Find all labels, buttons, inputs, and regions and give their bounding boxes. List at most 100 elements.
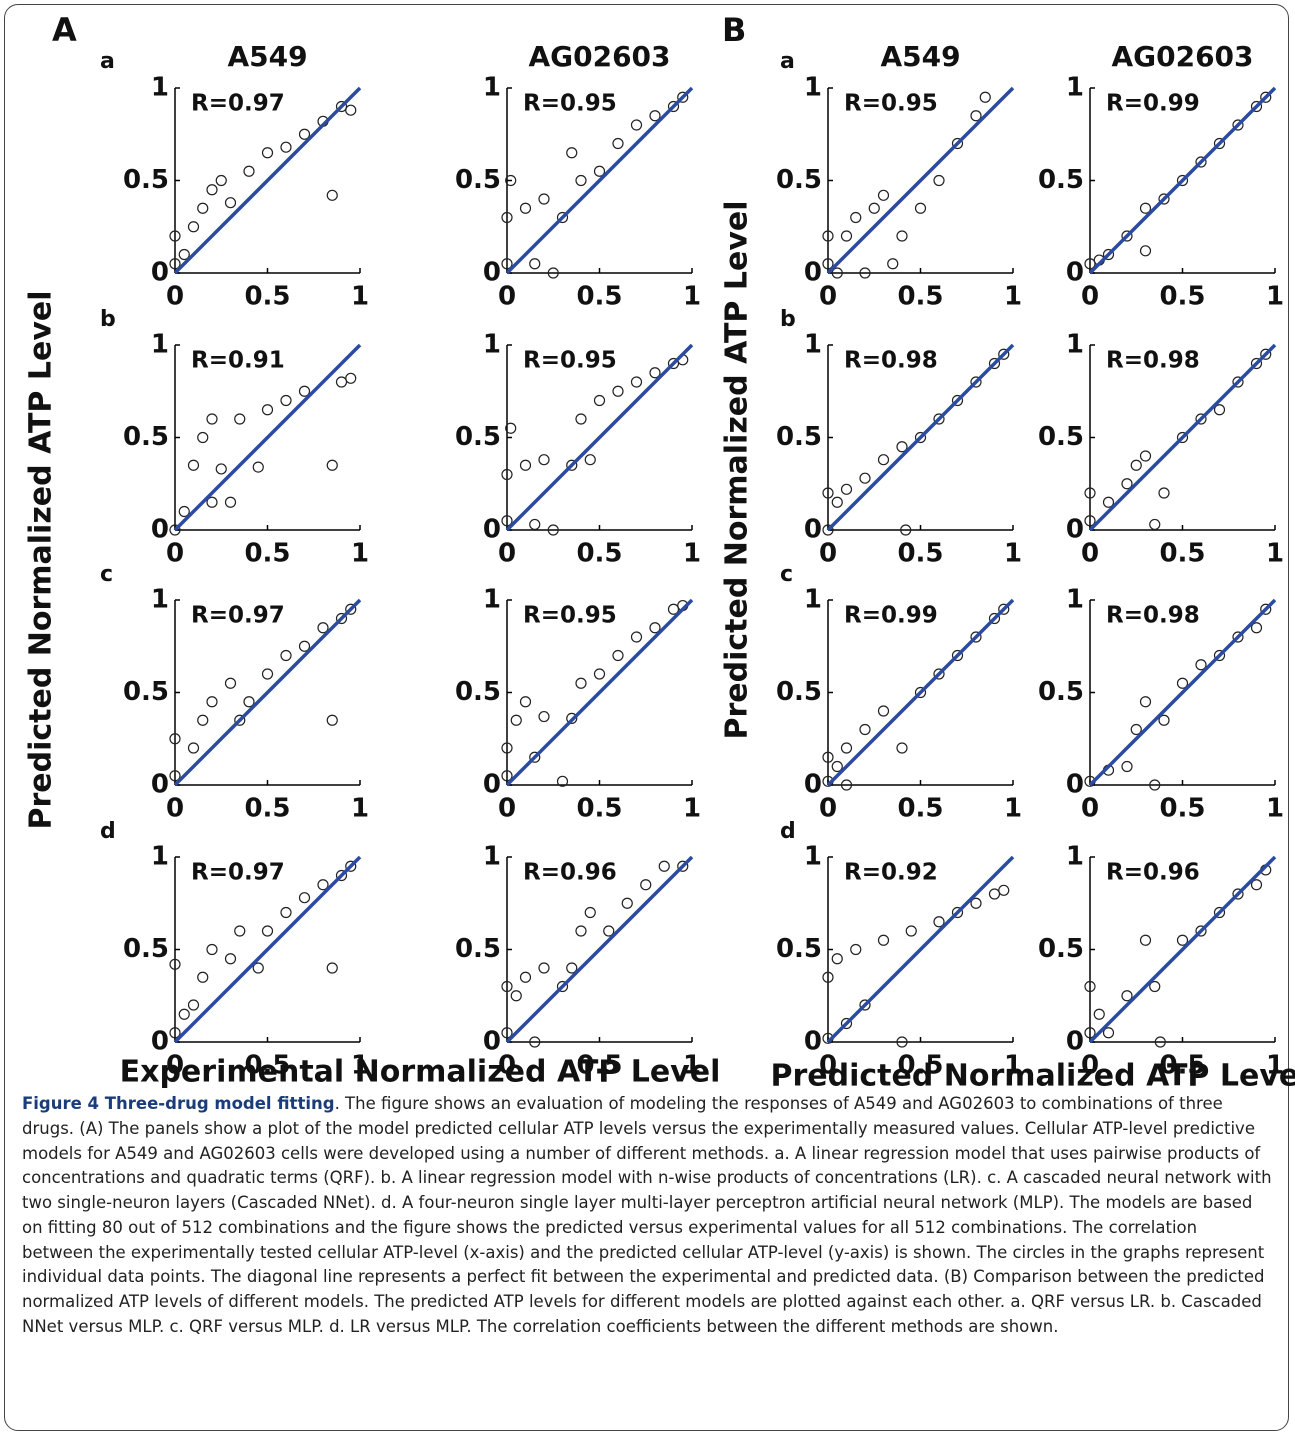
x-tick-label: 0 <box>498 794 516 824</box>
data-point <box>575 925 587 937</box>
data-point <box>1176 431 1189 444</box>
data-point <box>970 376 982 388</box>
x-axis-label: Experimental Normalized ATP Level <box>120 1055 721 1090</box>
y-tick-label: 0.5 <box>776 165 822 195</box>
data-point <box>988 612 1001 625</box>
data-point <box>538 962 550 974</box>
y-tick-label: 0 <box>1066 770 1084 800</box>
data-point <box>1176 934 1189 946</box>
data-point <box>970 110 982 122</box>
data-point <box>877 705 890 717</box>
data-point <box>556 211 569 224</box>
data-point <box>326 962 338 974</box>
correlation-annotation: R=0.99 <box>1106 91 1200 117</box>
data-point <box>1102 248 1115 261</box>
correlation-annotation: R=0.99 <box>844 603 938 629</box>
x-tick-label: 0.5 <box>1159 1051 1205 1081</box>
data-point <box>1121 990 1133 1002</box>
data-point <box>649 622 661 634</box>
correlation-annotation: R=0.98 <box>1106 603 1200 629</box>
correlation-annotation: R=0.96 <box>1106 860 1200 886</box>
data-point <box>519 971 532 983</box>
data-point <box>575 413 587 425</box>
y-tick-label: 0 <box>804 515 822 545</box>
data-point <box>298 385 311 397</box>
panel-label: b <box>780 307 796 332</box>
y-tick-label: 1 <box>483 73 501 103</box>
data-point <box>1158 193 1170 205</box>
y-tick-label: 0 <box>483 1027 501 1057</box>
data-point <box>840 742 853 754</box>
data-point <box>187 742 200 754</box>
y-tick-label: 0.5 <box>776 677 822 707</box>
y-tick-label: 1 <box>151 330 169 360</box>
x-tick-label: 0 <box>819 282 837 312</box>
data-point <box>215 174 227 187</box>
data-point <box>951 649 964 662</box>
data-point <box>547 524 559 536</box>
data-point <box>280 649 292 662</box>
diagonal-line <box>505 86 694 275</box>
y-tick-label: 0.5 <box>455 934 501 964</box>
x-tick-label: 1 <box>1266 794 1284 824</box>
data-point <box>649 110 661 122</box>
correlation-annotation: R=0.91 <box>191 348 285 374</box>
data-point <box>1121 230 1133 242</box>
y-tick-label: 1 <box>1066 73 1084 103</box>
data-point <box>505 422 517 434</box>
y-tick-label: 0.5 <box>123 165 169 195</box>
data-point <box>169 1027 181 1039</box>
data-point <box>612 137 624 150</box>
data-point <box>1084 258 1096 270</box>
data-point <box>252 461 264 473</box>
data-point <box>1084 1027 1096 1039</box>
x-tick-label: 0.5 <box>576 282 622 312</box>
data-point <box>1158 714 1170 726</box>
correlation-annotation: R=0.95 <box>523 603 617 629</box>
column-title: AG02603 <box>1111 40 1253 73</box>
data-point <box>261 668 274 680</box>
panel-label: c <box>100 562 113 587</box>
data-point <box>933 174 945 187</box>
y-tick-label: 0.5 <box>1038 677 1084 707</box>
data-point <box>859 267 871 279</box>
y-tick-label: 1 <box>804 73 822 103</box>
data-point <box>896 742 908 754</box>
data-point <box>197 431 209 444</box>
data-point <box>575 677 587 689</box>
panel-label: d <box>780 819 796 844</box>
data-point <box>840 483 853 495</box>
data-point <box>206 413 218 425</box>
data-point <box>566 712 578 725</box>
data-point <box>529 751 541 763</box>
data-point <box>979 91 991 103</box>
data-point <box>169 958 181 970</box>
x-tick-label: 0.5 <box>576 539 622 569</box>
data-point <box>887 258 899 270</box>
data-point <box>905 925 917 937</box>
y-tick-label: 0.5 <box>1038 422 1084 452</box>
caption-title: Figure 4 Three-drug model fitting <box>22 1094 335 1113</box>
x-tick-label: 0.5 <box>576 1051 622 1081</box>
y-tick-label: 1 <box>483 585 501 615</box>
data-point <box>831 760 843 773</box>
panel-label: b <box>100 307 116 332</box>
correlation-annotation: R=0.95 <box>523 348 617 374</box>
diagonal-line <box>173 343 362 532</box>
x-tick-label: 0.5 <box>897 1051 943 1081</box>
x-tick-label: 1 <box>351 794 369 824</box>
data-point <box>1176 677 1189 689</box>
data-point <box>831 267 843 279</box>
diagonal-line <box>505 855 694 1044</box>
data-point <box>510 714 522 726</box>
column-title: AG02603 <box>528 40 670 73</box>
y-tick-label: 0.5 <box>123 422 169 452</box>
panel-label: a <box>780 49 795 74</box>
data-point <box>206 696 218 708</box>
x-tick-label: 1 <box>1004 539 1022 569</box>
data-point <box>900 524 912 536</box>
data-point <box>1232 376 1244 388</box>
correlation-annotation: R=0.95 <box>523 91 617 117</box>
data-point <box>667 357 680 370</box>
data-point <box>868 202 880 214</box>
